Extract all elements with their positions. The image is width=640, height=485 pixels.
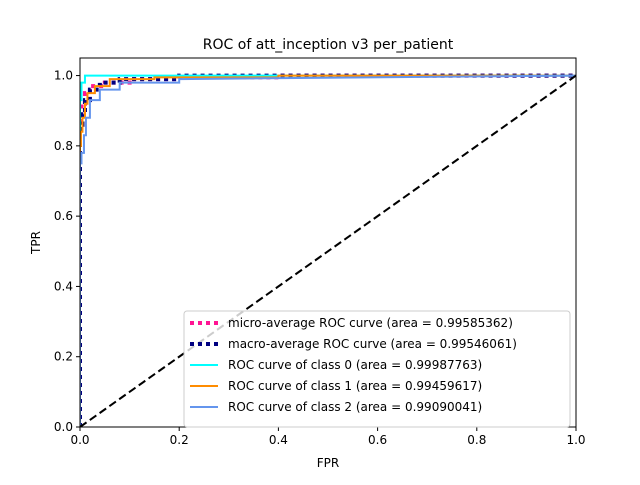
- series-line-3: [80, 74, 576, 427]
- x-tick-label: 0.2: [170, 433, 189, 447]
- y-axis-label: TPR: [29, 231, 43, 255]
- y-tick-label: 0.8: [54, 139, 73, 153]
- x-tick-label: 0.4: [269, 433, 288, 447]
- y-tick-label: 1.0: [54, 69, 73, 83]
- y-tick-label: 0.0: [54, 420, 73, 434]
- x-axis-ticks: 0.0 0.2 0.4 0.6 0.8 1.0: [70, 427, 586, 447]
- chance-diagonal-line: [80, 74, 576, 427]
- legend-label: ROC curve of class 1 (area = 0.99459617): [228, 379, 482, 393]
- y-tick-label: 0.4: [54, 279, 73, 293]
- series-line-2: [80, 74, 576, 427]
- x-tick-label: 0.8: [467, 433, 486, 447]
- series-line-4: [80, 74, 576, 427]
- x-tick-label: 1.0: [566, 433, 585, 447]
- legend-box: [183, 310, 571, 428]
- x-tick-label: 0.0: [70, 433, 89, 447]
- chart-title: ROC of att_inception v3 per_patient: [203, 37, 454, 53]
- legend-label: micro-average ROC curve (area = 0.995853…: [228, 316, 513, 330]
- plot-area: [80, 73, 576, 427]
- y-axis-ticks: 0.0 0.2 0.4 0.6 0.8 1.0: [54, 69, 80, 434]
- y-tick-label: 0.6: [54, 209, 73, 223]
- legend-label: ROC curve of class 2 (area = 0.99090041): [228, 400, 482, 414]
- x-tick-label: 0.6: [368, 433, 387, 447]
- y-tick-label: 0.2: [54, 350, 73, 364]
- legend-label: macro-average ROC curve (area = 0.995460…: [228, 337, 517, 351]
- series-line-1: [80, 73, 576, 427]
- legend: micro-average ROC curve (area = 0.995853…: [183, 310, 571, 428]
- legend-label: ROC curve of class 0 (area = 0.99987763): [228, 358, 482, 372]
- x-axis-label: FPR: [317, 456, 339, 470]
